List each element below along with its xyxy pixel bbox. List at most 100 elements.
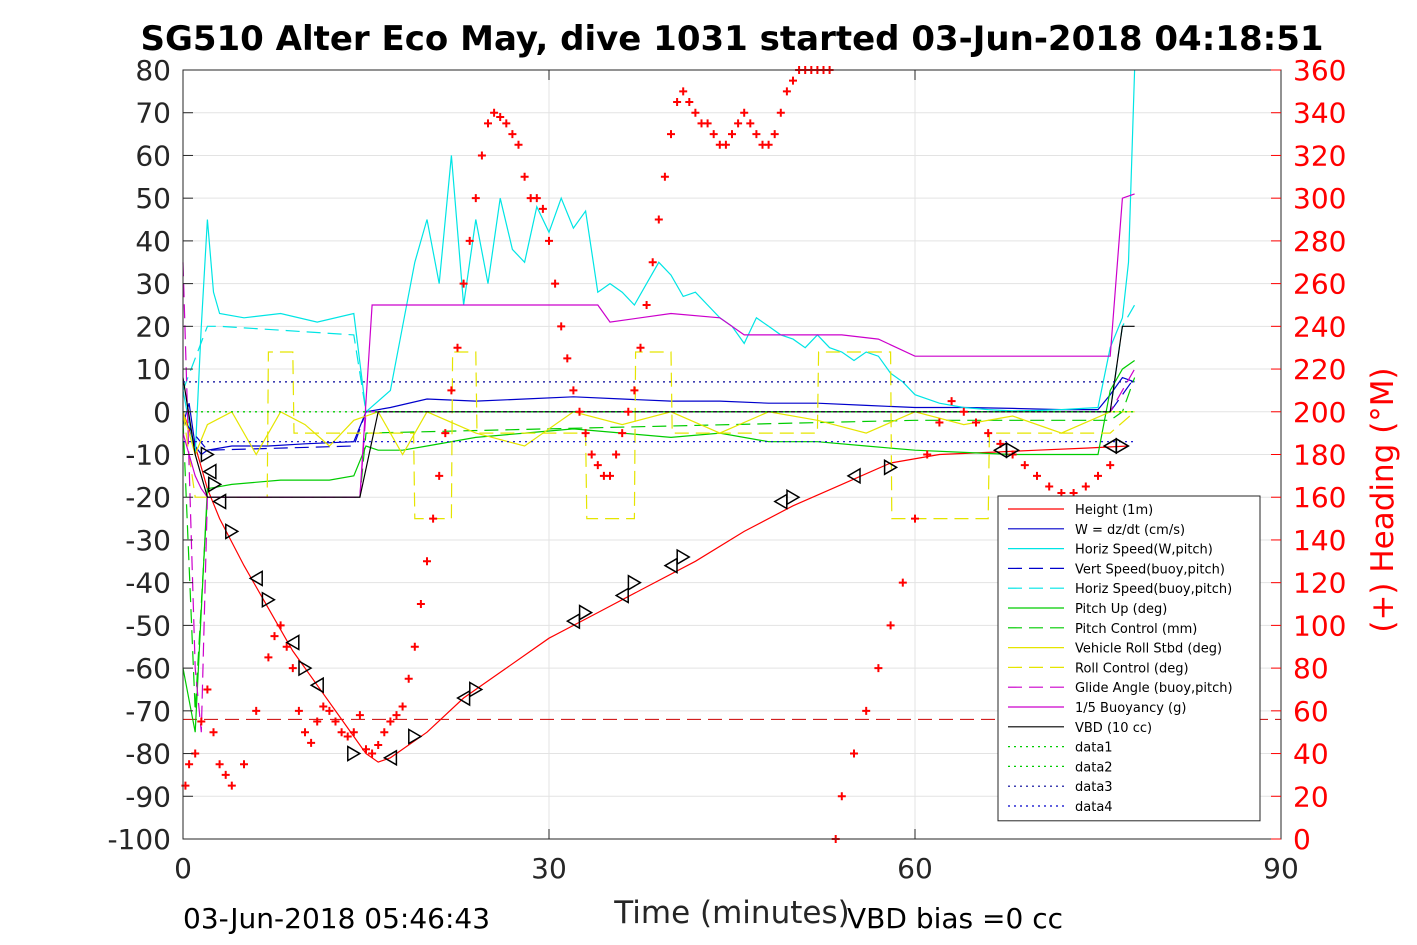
heading-marker [404, 674, 413, 683]
heading-marker [587, 450, 596, 459]
height-triangle-marker [200, 446, 215, 463]
y-tick-label: 20 [135, 310, 171, 343]
heading-marker [1081, 482, 1090, 491]
height-triangle-marker [614, 587, 629, 604]
height-triangle-marker [309, 676, 324, 694]
height-triangle-marker [212, 493, 227, 510]
series-line [182, 325, 1135, 498]
heading-marker [215, 760, 224, 769]
heading-marker [294, 706, 303, 715]
height-triangle-marker [578, 604, 594, 621]
legend-label: Pitch Control (mm) [1075, 622, 1197, 637]
heading-marker [435, 471, 444, 480]
legend-label: Glide Angle (buoy,pitch) [1075, 681, 1233, 696]
legend-label: Height (1m) [1075, 503, 1153, 518]
heading-marker [325, 706, 334, 715]
footer-vbd-bias: VBD bias =0 cc [847, 902, 1063, 935]
heading-marker [740, 108, 749, 117]
right-axis-label: (+) Heading (°M) [1365, 367, 1401, 632]
heading-marker [850, 749, 858, 758]
x-axis-label: Time (minutes) [613, 895, 849, 931]
heading-marker [447, 386, 456, 395]
heading-marker [307, 738, 316, 747]
height-triangle-marker [408, 728, 423, 745]
legend-label: VBD (10 cc) [1075, 721, 1152, 736]
legend-label: Vert Speed(buoy,pitch) [1075, 562, 1225, 577]
heading-marker [636, 343, 645, 352]
height-triangle-marker [883, 459, 899, 476]
heading-marker [368, 749, 377, 758]
legend-label: Vehicle Roll Stbd (deg) [1075, 642, 1222, 657]
heading-marker [380, 728, 389, 737]
heading-marker [691, 108, 700, 117]
heading-marker [770, 130, 779, 139]
right-axis-ticks: 3603403203002802602402202001801601401201… [1271, 54, 1346, 856]
x-tick-label: 60 [897, 852, 933, 885]
right-tick-label: 40 [1293, 738, 1329, 771]
heading-marker [874, 664, 883, 673]
legend-label: data4 [1075, 800, 1113, 815]
heading-marker [288, 664, 297, 673]
heading-marker [392, 711, 401, 720]
heading-marker [197, 717, 206, 726]
heading-marker [1106, 461, 1115, 470]
right-tick-label: 340 [1293, 97, 1346, 130]
height-triangle-marker [663, 557, 678, 574]
heading-marker [660, 172, 669, 181]
heading-marker [313, 717, 322, 726]
right-tick-label: 80 [1293, 652, 1329, 685]
right-tick-label: 360 [1293, 54, 1346, 87]
y-tick-label: -80 [125, 738, 171, 771]
heading-marker [459, 279, 468, 288]
heading-marker [654, 215, 663, 224]
heading-marker [972, 418, 980, 427]
y-tick-label: -100 [107, 823, 171, 856]
x-tick-label: 90 [1263, 852, 1299, 885]
heading-marker [679, 87, 688, 96]
y-tick-label: -60 [125, 652, 171, 685]
series-line [182, 351, 1135, 520]
markers [181, 66, 1130, 843]
y-tick-label: -20 [125, 481, 171, 514]
heading-marker [343, 732, 352, 741]
heading-marker [734, 119, 743, 128]
heading-marker [484, 119, 492, 128]
height-triangle-marker [207, 476, 223, 493]
heading-marker [606, 471, 614, 480]
height-triangle-marker [846, 467, 861, 485]
heading-marker [551, 279, 560, 288]
heading-marker [502, 119, 511, 128]
heading-marker [685, 98, 694, 107]
right-tick-label: 240 [1293, 310, 1346, 343]
heading-marker [642, 300, 651, 309]
heading-marker [728, 130, 736, 139]
heading-marker [374, 741, 383, 750]
heading-marker [221, 770, 230, 779]
heading-marker [410, 642, 419, 651]
heading-marker [709, 130, 718, 139]
heading-marker [746, 119, 755, 128]
height-triangle-marker [786, 488, 801, 506]
right-tick-label: 140 [1293, 524, 1346, 557]
heading-marker [1094, 471, 1102, 480]
heading-marker [764, 140, 773, 149]
legend-label: data1 [1075, 741, 1113, 756]
heading-marker [209, 728, 218, 737]
heading-marker [496, 112, 505, 121]
heading-marker [673, 98, 682, 107]
legend-label: 1/5 Buoyancy (g) [1075, 701, 1186, 716]
heading-marker [624, 407, 633, 416]
heading-marker [203, 685, 212, 694]
heading-marker [416, 600, 425, 609]
heading-marker [282, 642, 291, 651]
legend-label: Horiz Speed(buoy,pitch) [1075, 582, 1232, 597]
height-triangle-marker [225, 523, 240, 540]
series-lines [182, 69, 1136, 763]
y-tick-label: -30 [125, 524, 171, 557]
heading-marker [331, 717, 340, 726]
height-triangle-marker [298, 659, 313, 677]
heading-marker [252, 706, 261, 715]
heading-marker [898, 578, 907, 587]
series-line [182, 410, 1135, 457]
